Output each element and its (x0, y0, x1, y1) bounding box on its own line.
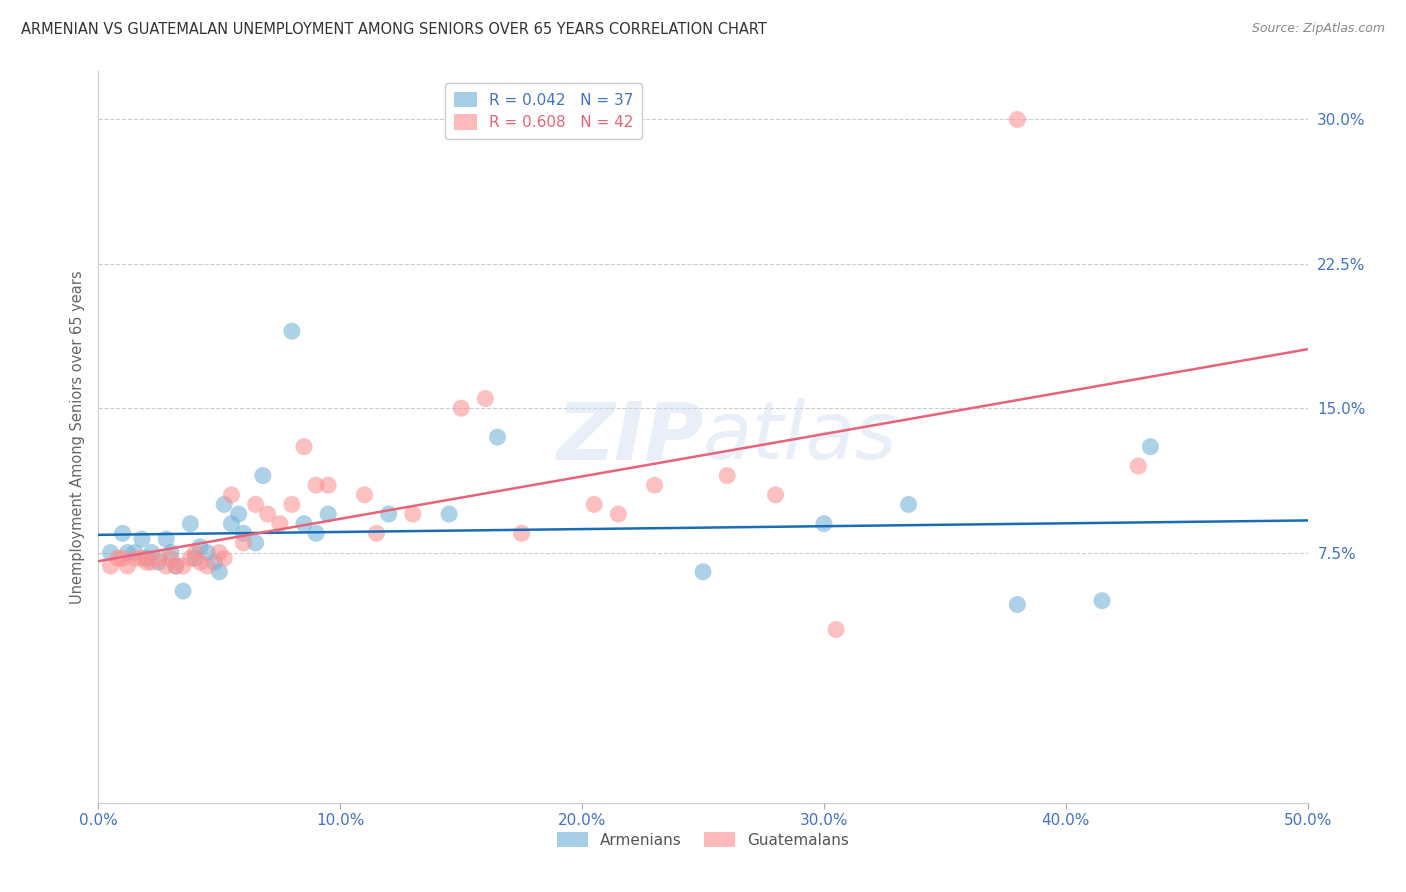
Point (644, 478, 666, 492)
Point (245, 536, 267, 550)
Point (184, 545, 207, 559)
Point (141, 555, 163, 569)
Point (281, 324, 304, 338)
Point (155, 559, 177, 574)
Point (208, 545, 231, 559)
Point (179, 551, 201, 566)
Point (281, 498, 304, 512)
Point (292, 516, 315, 531)
Point (188, 540, 211, 554)
Point (232, 536, 254, 550)
Point (353, 488, 375, 502)
Point (402, 507, 425, 521)
Point (155, 532, 177, 546)
Point (148, 551, 170, 566)
Point (212, 551, 235, 566)
Point (897, 498, 920, 512)
Point (165, 559, 187, 574)
Point (474, 392, 496, 406)
Point (305, 526, 328, 541)
Point (208, 565, 231, 579)
Point (1091, 593, 1114, 607)
Point (117, 545, 139, 559)
Point (212, 498, 235, 512)
Point (179, 516, 201, 531)
Text: atlas: atlas (703, 398, 898, 476)
Point (716, 468, 738, 483)
Point (510, 526, 533, 541)
Point (195, 545, 218, 559)
Point (188, 555, 211, 569)
Point (117, 559, 139, 574)
Point (825, 623, 848, 637)
Legend: Armenians, Guatemalans: Armenians, Guatemalans (551, 825, 855, 854)
Point (1128, 458, 1150, 473)
Text: Source: ZipAtlas.com: Source: ZipAtlas.com (1251, 22, 1385, 36)
Point (148, 555, 170, 569)
Point (135, 551, 157, 566)
Point (813, 516, 835, 531)
Point (583, 498, 606, 512)
Point (292, 440, 315, 454)
Point (204, 555, 226, 569)
Point (100, 559, 122, 574)
Point (131, 532, 153, 546)
Text: ARMENIAN VS GUATEMALAN UNEMPLOYMENT AMONG SENIORS OVER 65 YEARS CORRELATION CHAR: ARMENIAN VS GUATEMALAN UNEMPLOYMENT AMON… (21, 22, 766, 37)
Point (160, 551, 183, 566)
Point (221, 488, 243, 502)
Point (141, 545, 163, 559)
Point (377, 507, 399, 521)
Point (269, 516, 291, 531)
Point (107, 551, 129, 566)
Point (172, 559, 194, 574)
Point (1139, 440, 1161, 454)
Point (1007, 112, 1029, 127)
Point (111, 551, 134, 566)
Point (135, 555, 157, 569)
Point (366, 526, 388, 541)
Point (160, 545, 183, 559)
Point (256, 507, 278, 521)
Point (245, 498, 267, 512)
Y-axis label: Unemployment Among Seniors over 65 years: Unemployment Among Seniors over 65 years (69, 270, 84, 604)
Point (437, 507, 460, 521)
Point (172, 584, 194, 599)
Point (195, 559, 218, 574)
Point (305, 478, 328, 492)
Point (232, 526, 254, 541)
Point (486, 430, 509, 444)
Text: ZIP: ZIP (555, 398, 703, 476)
Point (131, 551, 153, 566)
Point (221, 516, 243, 531)
Point (316, 478, 339, 492)
Point (184, 551, 207, 566)
Point (1007, 598, 1029, 612)
Point (124, 545, 146, 559)
Point (228, 507, 250, 521)
Point (252, 468, 274, 483)
Point (450, 401, 472, 416)
Point (765, 488, 787, 502)
Point (607, 507, 630, 521)
Point (692, 565, 714, 579)
Point (316, 507, 339, 521)
Point (111, 526, 134, 541)
Point (124, 551, 146, 566)
Point (100, 545, 122, 559)
Point (165, 559, 187, 574)
